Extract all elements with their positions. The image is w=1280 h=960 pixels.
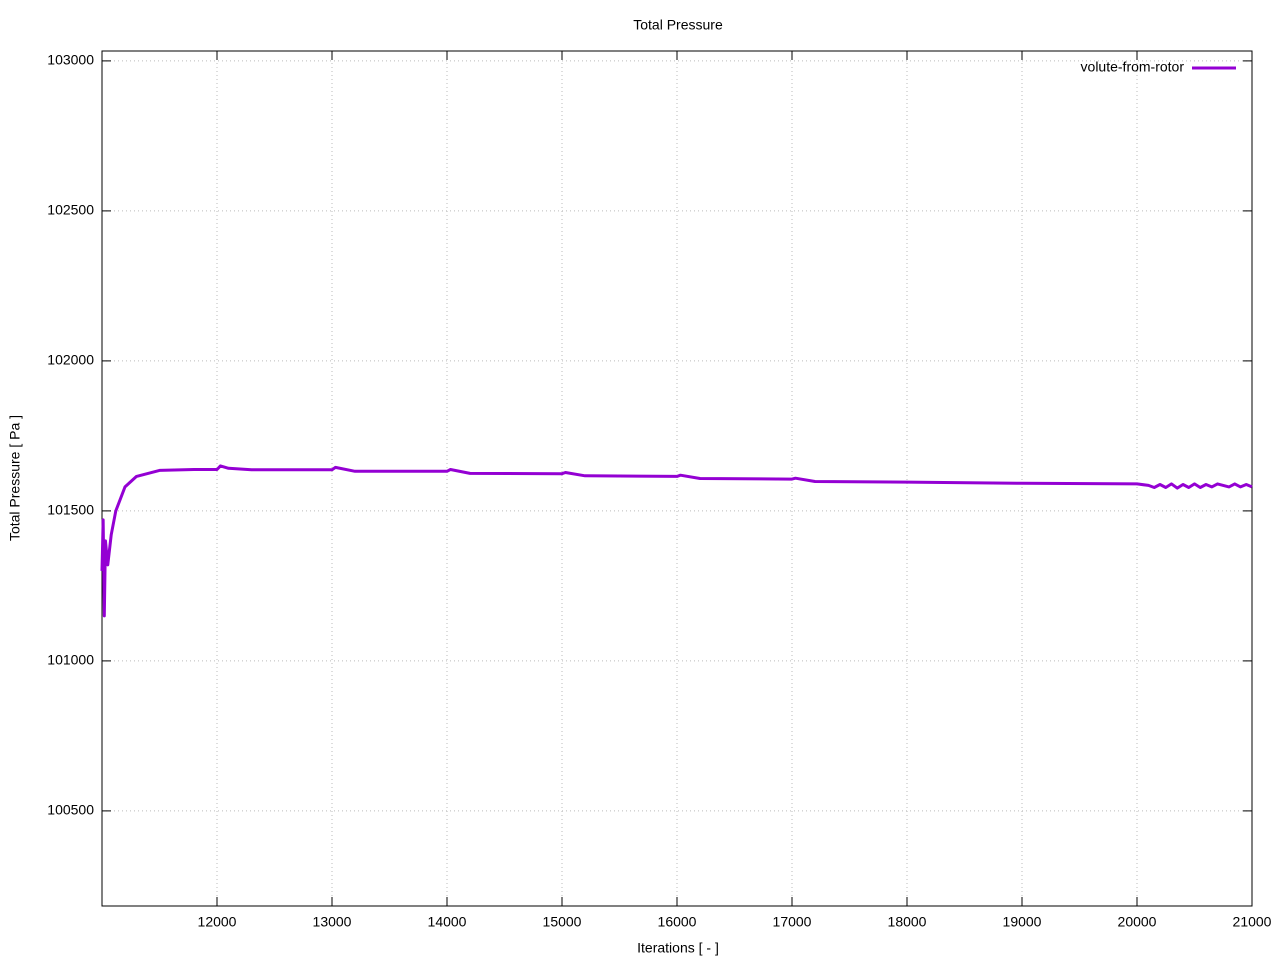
x-tick-label: 20000 [1118, 914, 1157, 930]
data-line [100, 464, 1253, 618]
x-tick-label: 15000 [543, 914, 582, 930]
x-tick-label: 13000 [313, 914, 352, 930]
x-tick-label: 12000 [198, 914, 237, 930]
plot-border [101, 50, 1253, 907]
y-tick-label: 102500 [47, 202, 94, 218]
y-tick-label: 100500 [47, 802, 94, 818]
x-tick-label: 18000 [888, 914, 927, 930]
x-tick-label: 19000 [1003, 914, 1042, 930]
x-tick-label: 16000 [658, 914, 697, 930]
y-tick-label: 103000 [47, 52, 94, 68]
legend-label: volute-from-rotor [1081, 59, 1185, 75]
x-tick-label: 21000 [1233, 914, 1272, 930]
y-tick-label: 102000 [47, 352, 94, 368]
x-axis-label: Iterations [ - ] [637, 940, 719, 956]
y-axis-label: Total Pressure [ Pa ] [7, 415, 23, 541]
chart-title: Total Pressure [633, 17, 723, 33]
y-tick-label: 101500 [47, 502, 94, 518]
y-tick-label: 101000 [47, 652, 94, 668]
x-tick-label: 14000 [428, 914, 467, 930]
x-tick-label: 17000 [773, 914, 812, 930]
